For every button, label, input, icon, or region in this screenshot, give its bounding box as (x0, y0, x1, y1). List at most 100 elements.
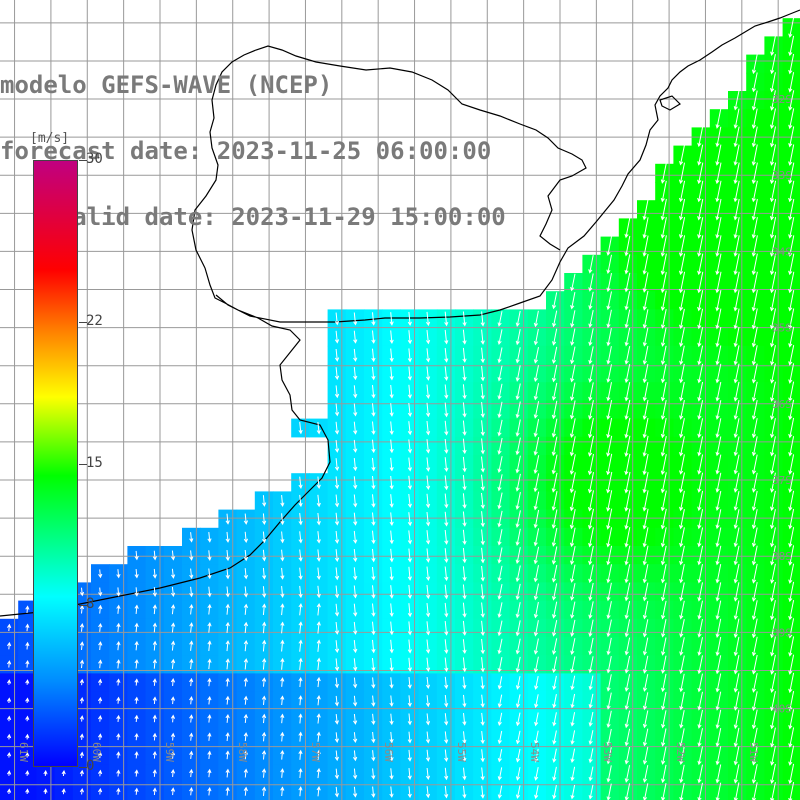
wind-arrow (425, 402, 431, 418)
wind-arrow (407, 530, 412, 545)
wind-arrow (407, 786, 412, 799)
wind-arrow (569, 509, 576, 530)
wind-arrow (353, 330, 358, 344)
wind-arrow (225, 750, 230, 760)
wind-arrow (715, 345, 722, 366)
wind-arrow (624, 692, 631, 711)
wind-arrow (697, 436, 704, 457)
wind-arrow (751, 289, 758, 312)
wind-arrow (407, 621, 412, 636)
wind-arrow (660, 545, 667, 566)
wind-arrow (770, 563, 776, 584)
wind-arrow (334, 458, 340, 472)
wind-arrow (407, 657, 412, 672)
wind-arrow (733, 509, 740, 530)
wind-arrow (515, 602, 521, 619)
wind-arrow (389, 657, 394, 672)
wind-arrow (697, 400, 704, 420)
wind-arrow (551, 382, 558, 401)
wind-arrow (533, 365, 539, 383)
wind-arrow (170, 678, 176, 686)
wind-arrow (697, 746, 703, 766)
wind-arrow (425, 457, 431, 472)
wind-arrow (97, 678, 103, 686)
wind-arrow (334, 621, 340, 635)
wind-arrow (371, 312, 376, 326)
wind-arrow (733, 472, 740, 493)
wind-arrow (280, 531, 285, 544)
wind-arrow (225, 550, 230, 562)
wind-arrow (189, 622, 194, 633)
wind-arrow (751, 381, 758, 402)
wind-arrow (570, 693, 576, 709)
wind-arrow (715, 691, 722, 711)
latitude-label: 37S (772, 474, 792, 487)
wind-arrow (425, 366, 431, 381)
wind-arrow (770, 763, 776, 785)
wind-arrow (480, 474, 485, 491)
wind-arrow (389, 731, 394, 744)
wind-arrow (25, 697, 30, 704)
wind-arrow (788, 727, 795, 748)
wind-arrow (116, 714, 121, 722)
wind-arrow (389, 603, 394, 618)
wind-arrow (243, 513, 249, 525)
wind-arrow (98, 604, 103, 614)
wind-arrow (642, 363, 649, 384)
wind-arrow (642, 619, 649, 638)
wind-arrow (316, 585, 321, 599)
wind-arrow (624, 728, 631, 747)
wind-arrow (678, 253, 686, 276)
wind-arrow (679, 655, 685, 675)
wind-arrow (334, 640, 340, 654)
wind-arrow (462, 347, 467, 363)
wind-arrow (480, 620, 485, 637)
wind-arrow (280, 749, 285, 760)
wind-arrow (679, 637, 685, 656)
colorbar-tick-label: 15 (86, 454, 103, 471)
wind-arrow (642, 674, 649, 692)
wind-arrow (352, 768, 358, 780)
wind-arrow (389, 677, 394, 689)
wind-arrow (262, 621, 267, 634)
wind-arrow (660, 436, 667, 457)
wind-arrow (280, 786, 285, 797)
wind-arrow (243, 603, 249, 615)
wind-arrow (678, 162, 685, 185)
wind-arrow (334, 714, 339, 725)
wind-arrow (189, 677, 194, 687)
wind-arrow (371, 567, 376, 581)
wind-arrow (788, 581, 795, 603)
wind-arrow (533, 310, 539, 328)
wind-arrow (569, 527, 576, 548)
wind-arrow (444, 676, 449, 690)
wind-arrow (606, 328, 612, 347)
wind-arrow (715, 545, 722, 566)
wind-arrow (588, 273, 594, 292)
wind-arrow (389, 713, 394, 726)
wind-arrow (733, 527, 740, 548)
wind-arrow (334, 512, 340, 526)
wind-arrow (751, 108, 758, 130)
wind-arrow (280, 513, 285, 526)
wind-arrow (515, 785, 521, 800)
wind-arrow (715, 290, 722, 312)
wind-arrow (444, 731, 449, 744)
wind-arrow (769, 253, 777, 276)
wind-arrow (515, 347, 521, 364)
wind-arrow (425, 530, 431, 545)
wind-arrow (480, 420, 485, 437)
wind-arrow (353, 476, 358, 490)
wind-arrow (624, 601, 631, 620)
wind-arrow (152, 622, 157, 633)
wind-arrow (79, 659, 85, 669)
wind-arrow (389, 512, 394, 527)
wind-arrow (225, 768, 230, 778)
wind-arrow (588, 346, 594, 365)
wind-arrow (770, 90, 776, 111)
wind-arrow (389, 695, 394, 707)
wind-arrow (624, 382, 631, 402)
wind-arrow (407, 677, 412, 689)
wind-arrow (462, 311, 467, 327)
wind-arrow (733, 326, 740, 348)
